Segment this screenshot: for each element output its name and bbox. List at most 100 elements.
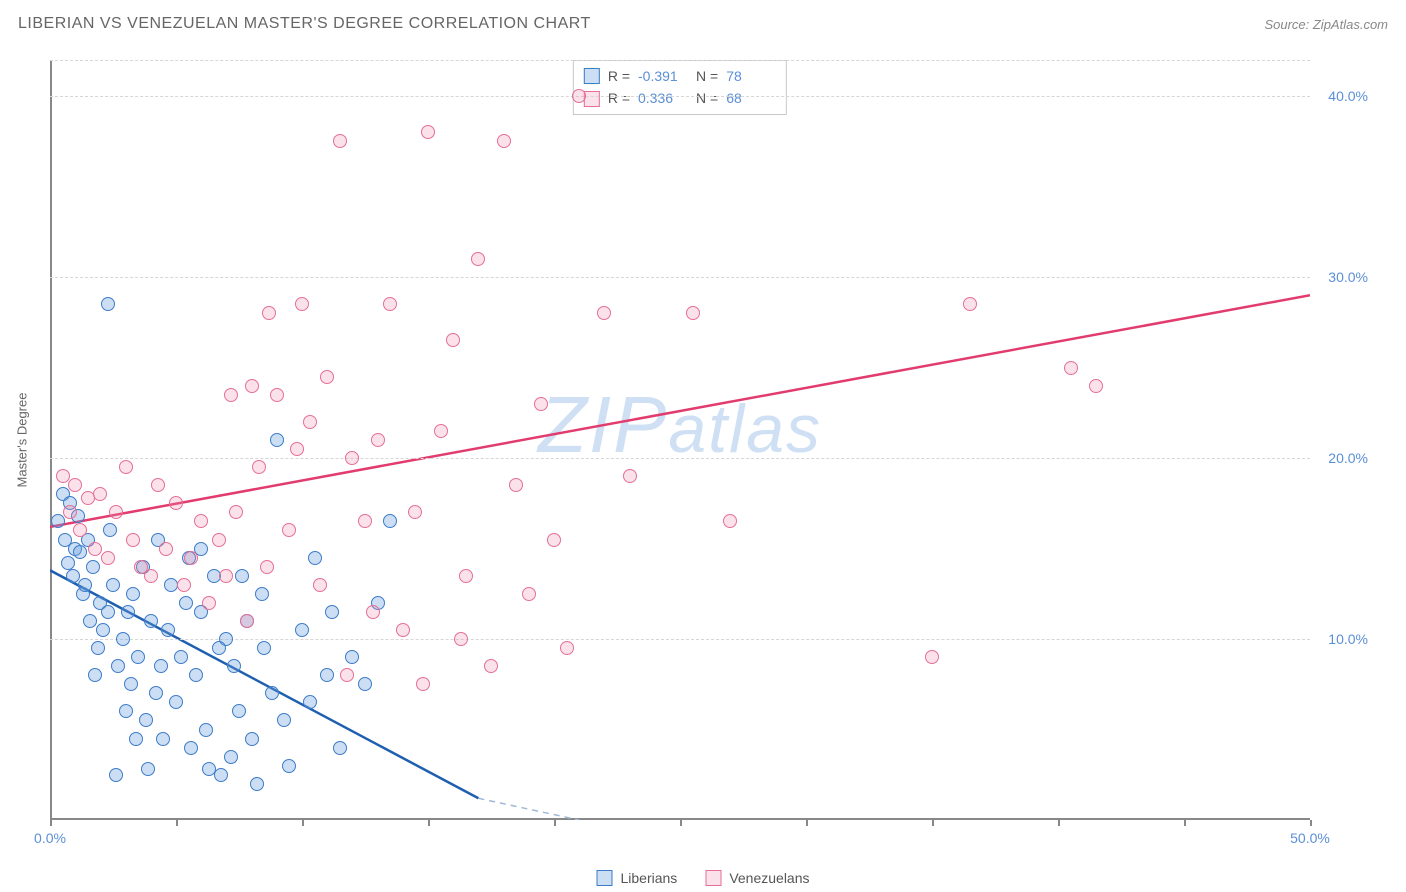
scatter-point bbox=[547, 533, 561, 547]
n-value-liberians: 78 bbox=[726, 65, 776, 87]
scatter-point bbox=[119, 704, 133, 718]
scatter-point bbox=[199, 723, 213, 737]
chart-title: LIBERIAN VS VENEZUELAN MASTER'S DEGREE C… bbox=[18, 15, 591, 33]
scatter-point bbox=[408, 505, 422, 519]
scatter-point bbox=[156, 732, 170, 746]
scatter-point bbox=[358, 677, 372, 691]
scatter-point bbox=[177, 578, 191, 592]
scatter-point bbox=[119, 460, 133, 474]
scatter-point bbox=[308, 551, 322, 565]
stat-row-liberians: R = -0.391 N = 78 bbox=[584, 65, 776, 87]
scatter-point bbox=[623, 469, 637, 483]
scatter-point bbox=[121, 605, 135, 619]
xtick bbox=[1058, 820, 1060, 826]
scatter-point bbox=[212, 641, 226, 655]
xtick bbox=[50, 820, 52, 826]
scatter-point bbox=[202, 762, 216, 776]
scatter-point bbox=[723, 514, 737, 528]
r-value-venezuelans: 0.336 bbox=[638, 87, 688, 109]
scatter-point bbox=[497, 134, 511, 148]
gridline bbox=[50, 458, 1310, 459]
scatter-point bbox=[212, 533, 226, 547]
scatter-point bbox=[270, 433, 284, 447]
scatter-point bbox=[103, 523, 117, 537]
scatter-point bbox=[240, 614, 254, 628]
xtick bbox=[554, 820, 556, 826]
legend-label: Liberians bbox=[620, 870, 677, 886]
swatch-pink-icon bbox=[584, 91, 600, 107]
scatter-point bbox=[345, 650, 359, 664]
scatter-point bbox=[154, 659, 168, 673]
scatter-point bbox=[282, 523, 296, 537]
scatter-point bbox=[257, 641, 271, 655]
scatter-point bbox=[340, 668, 354, 682]
scatter-point bbox=[383, 514, 397, 528]
scatter-point bbox=[83, 614, 97, 628]
watermark: ZIPatlas bbox=[538, 379, 822, 471]
scatter-point bbox=[111, 659, 125, 673]
scatter-point bbox=[109, 505, 123, 519]
scatter-point bbox=[184, 741, 198, 755]
scatter-point bbox=[106, 578, 120, 592]
scatter-point bbox=[421, 125, 435, 139]
scatter-point bbox=[245, 379, 259, 393]
scatter-point bbox=[86, 560, 100, 574]
scatter-point bbox=[229, 505, 243, 519]
scatter-point bbox=[109, 768, 123, 782]
scatter-point bbox=[101, 605, 115, 619]
scatter-point bbox=[189, 668, 203, 682]
scatter-point bbox=[459, 569, 473, 583]
scatter-point bbox=[66, 569, 80, 583]
scatter-point bbox=[88, 542, 102, 556]
correlation-stats-box: R = -0.391 N = 78 R = 0.336 N = 68 bbox=[573, 60, 787, 115]
scatter-point bbox=[151, 478, 165, 492]
scatter-point bbox=[101, 297, 115, 311]
scatter-point bbox=[224, 750, 238, 764]
scatter-point bbox=[597, 306, 611, 320]
scatter-point bbox=[144, 614, 158, 628]
xtick bbox=[1310, 820, 1312, 826]
scatter-point bbox=[141, 762, 155, 776]
scatter-point bbox=[371, 433, 385, 447]
xtick bbox=[428, 820, 430, 826]
xtick bbox=[1184, 820, 1186, 826]
gridline bbox=[50, 96, 1310, 97]
scatter-point bbox=[252, 460, 266, 474]
scatter-point bbox=[471, 252, 485, 266]
scatter-point bbox=[434, 424, 448, 438]
scatter-point bbox=[963, 297, 977, 311]
scatter-point bbox=[255, 587, 269, 601]
xtick-label: 0.0% bbox=[34, 830, 66, 846]
swatch-blue-icon bbox=[596, 870, 612, 886]
scatter-point bbox=[129, 732, 143, 746]
scatter-point bbox=[184, 551, 198, 565]
scatter-point bbox=[101, 551, 115, 565]
scatter-point bbox=[265, 686, 279, 700]
swatch-pink-icon bbox=[705, 870, 721, 886]
scatter-point bbox=[232, 704, 246, 718]
scatter-point bbox=[245, 732, 259, 746]
scatter-point bbox=[345, 451, 359, 465]
scatter-point bbox=[925, 650, 939, 664]
scatter-point bbox=[290, 442, 304, 456]
scatter-point bbox=[534, 397, 548, 411]
scatter-point bbox=[484, 659, 498, 673]
xtick bbox=[932, 820, 934, 826]
xtick bbox=[806, 820, 808, 826]
scatter-point bbox=[88, 668, 102, 682]
scatter-point bbox=[313, 578, 327, 592]
scatter-point bbox=[51, 514, 65, 528]
scatter-point bbox=[56, 469, 70, 483]
n-prefix: N = bbox=[696, 65, 718, 87]
scatter-point bbox=[325, 605, 339, 619]
scatter-point bbox=[68, 478, 82, 492]
scatter-point bbox=[358, 514, 372, 528]
scatter-point bbox=[686, 306, 700, 320]
scatter-point bbox=[303, 415, 317, 429]
scatter-point bbox=[224, 388, 238, 402]
scatter-point bbox=[260, 560, 274, 574]
scatter-point bbox=[333, 741, 347, 755]
scatter-point bbox=[126, 533, 140, 547]
scatter-point bbox=[1064, 361, 1078, 375]
scatter-point bbox=[282, 759, 296, 773]
